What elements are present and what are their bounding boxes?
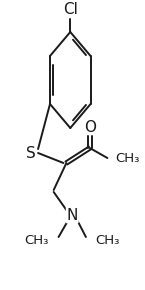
Text: CH₃: CH₃ bbox=[115, 151, 140, 164]
Text: O: O bbox=[84, 119, 96, 135]
Text: CH₃: CH₃ bbox=[96, 233, 120, 246]
Text: CH₃: CH₃ bbox=[25, 233, 49, 246]
Text: N: N bbox=[67, 208, 78, 222]
Text: S: S bbox=[26, 146, 36, 160]
Text: Cl: Cl bbox=[63, 3, 78, 17]
